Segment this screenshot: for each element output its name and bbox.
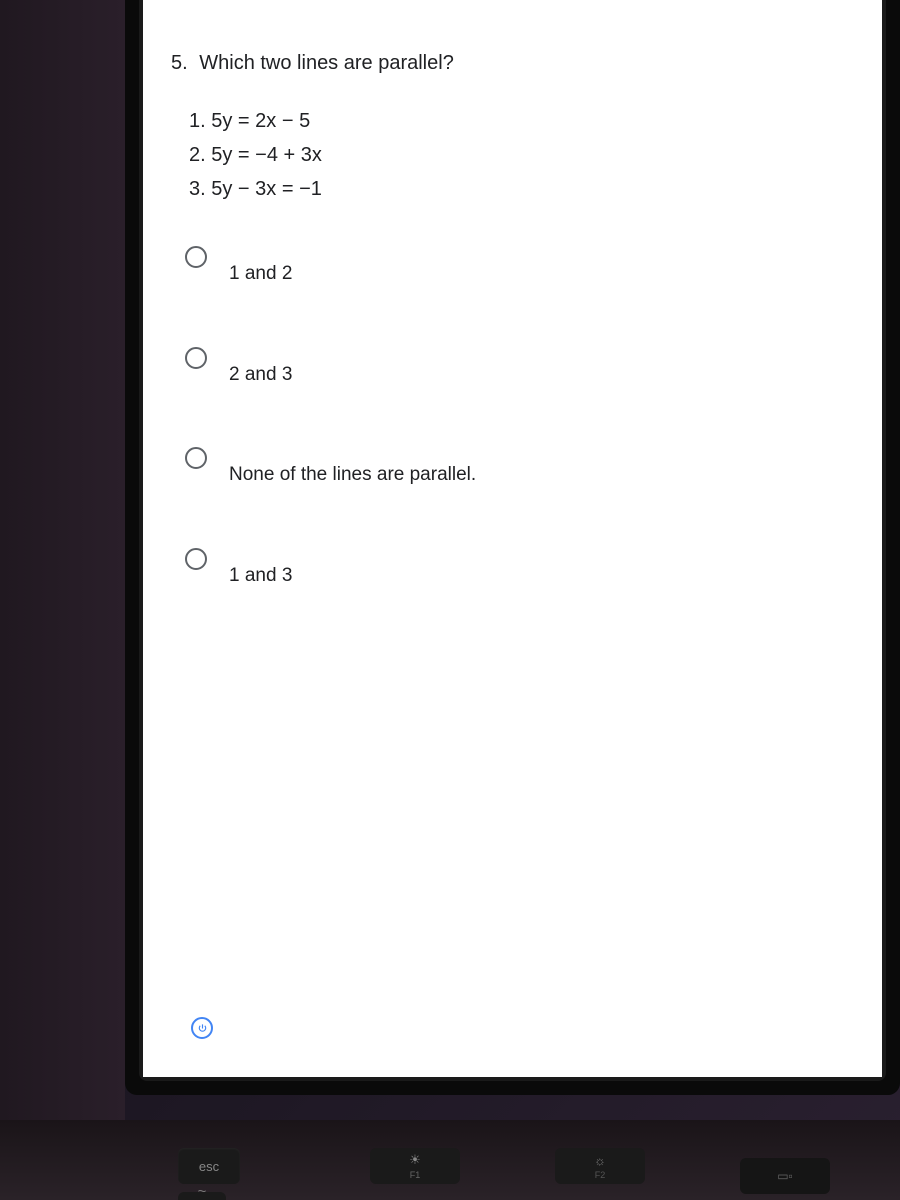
option-row-3[interactable]: None of the lines are parallel.	[185, 445, 854, 490]
esc-key-label: esc	[199, 1159, 219, 1174]
option-label-3: None of the lines are parallel.	[229, 461, 476, 490]
equation-3: 3. 5y − 3x = −1	[189, 174, 854, 204]
radio-button-1[interactable]	[185, 246, 207, 268]
equation-2: 2. 5y = −4 + 3x	[189, 140, 854, 170]
question-header: 5. Which two lines are parallel?	[171, 48, 854, 78]
esc-key[interactable]: esc	[178, 1148, 240, 1184]
laptop-screen-outer: 5. Which two lines are parallel? 1. 5y =…	[125, 0, 900, 1095]
radio-button-2[interactable]	[185, 347, 207, 369]
photo-left-edge	[0, 0, 125, 1200]
f1-key[interactable]: ☀ F1	[370, 1148, 460, 1184]
tilde-key-label: ~	[198, 1183, 207, 1200]
quiz-form-content: 5. Which two lines are parallel? 1. 5y =…	[143, 0, 882, 1077]
laptop-screen-bezel: 5. Which two lines are parallel? 1. 5y =…	[139, 0, 886, 1081]
radio-button-4[interactable]	[185, 548, 207, 570]
brightness-up-icon: ☼	[594, 1153, 606, 1168]
keyboard-area: esc ☀ F1 ☼ F2 ▭▫ ~	[0, 1120, 900, 1200]
question-number: 5.	[171, 52, 188, 74]
f2-key-label: F2	[595, 1170, 606, 1180]
question-text: Which two lines are parallel?	[199, 52, 454, 74]
option-row-2[interactable]: 2 and 3	[185, 345, 854, 390]
power-indicator-icon	[191, 1017, 213, 1039]
mission-control-icon: ▭▫	[777, 1169, 793, 1183]
radio-button-3[interactable]	[185, 447, 207, 469]
f2-key[interactable]: ☼ F2	[555, 1148, 645, 1184]
option-row-4[interactable]: 1 and 3	[185, 546, 854, 591]
equations-block: 1. 5y = 2x − 5 2. 5y = −4 + 3x 3. 5y − 3…	[189, 106, 854, 204]
option-label-2: 2 and 3	[229, 361, 292, 390]
option-label-4: 1 and 3	[229, 562, 292, 591]
tilde-key[interactable]: ~	[178, 1192, 226, 1200]
answer-options: 1 and 2 2 and 3 None of the lines are pa…	[185, 244, 854, 590]
option-row-1[interactable]: 1 and 2	[185, 244, 854, 289]
f1-key-label: F1	[410, 1170, 421, 1180]
brightness-down-icon: ☀	[409, 1152, 421, 1168]
f3-key[interactable]: ▭▫	[740, 1158, 830, 1194]
option-label-1: 1 and 2	[229, 260, 292, 289]
equation-1: 1. 5y = 2x − 5	[189, 106, 854, 136]
